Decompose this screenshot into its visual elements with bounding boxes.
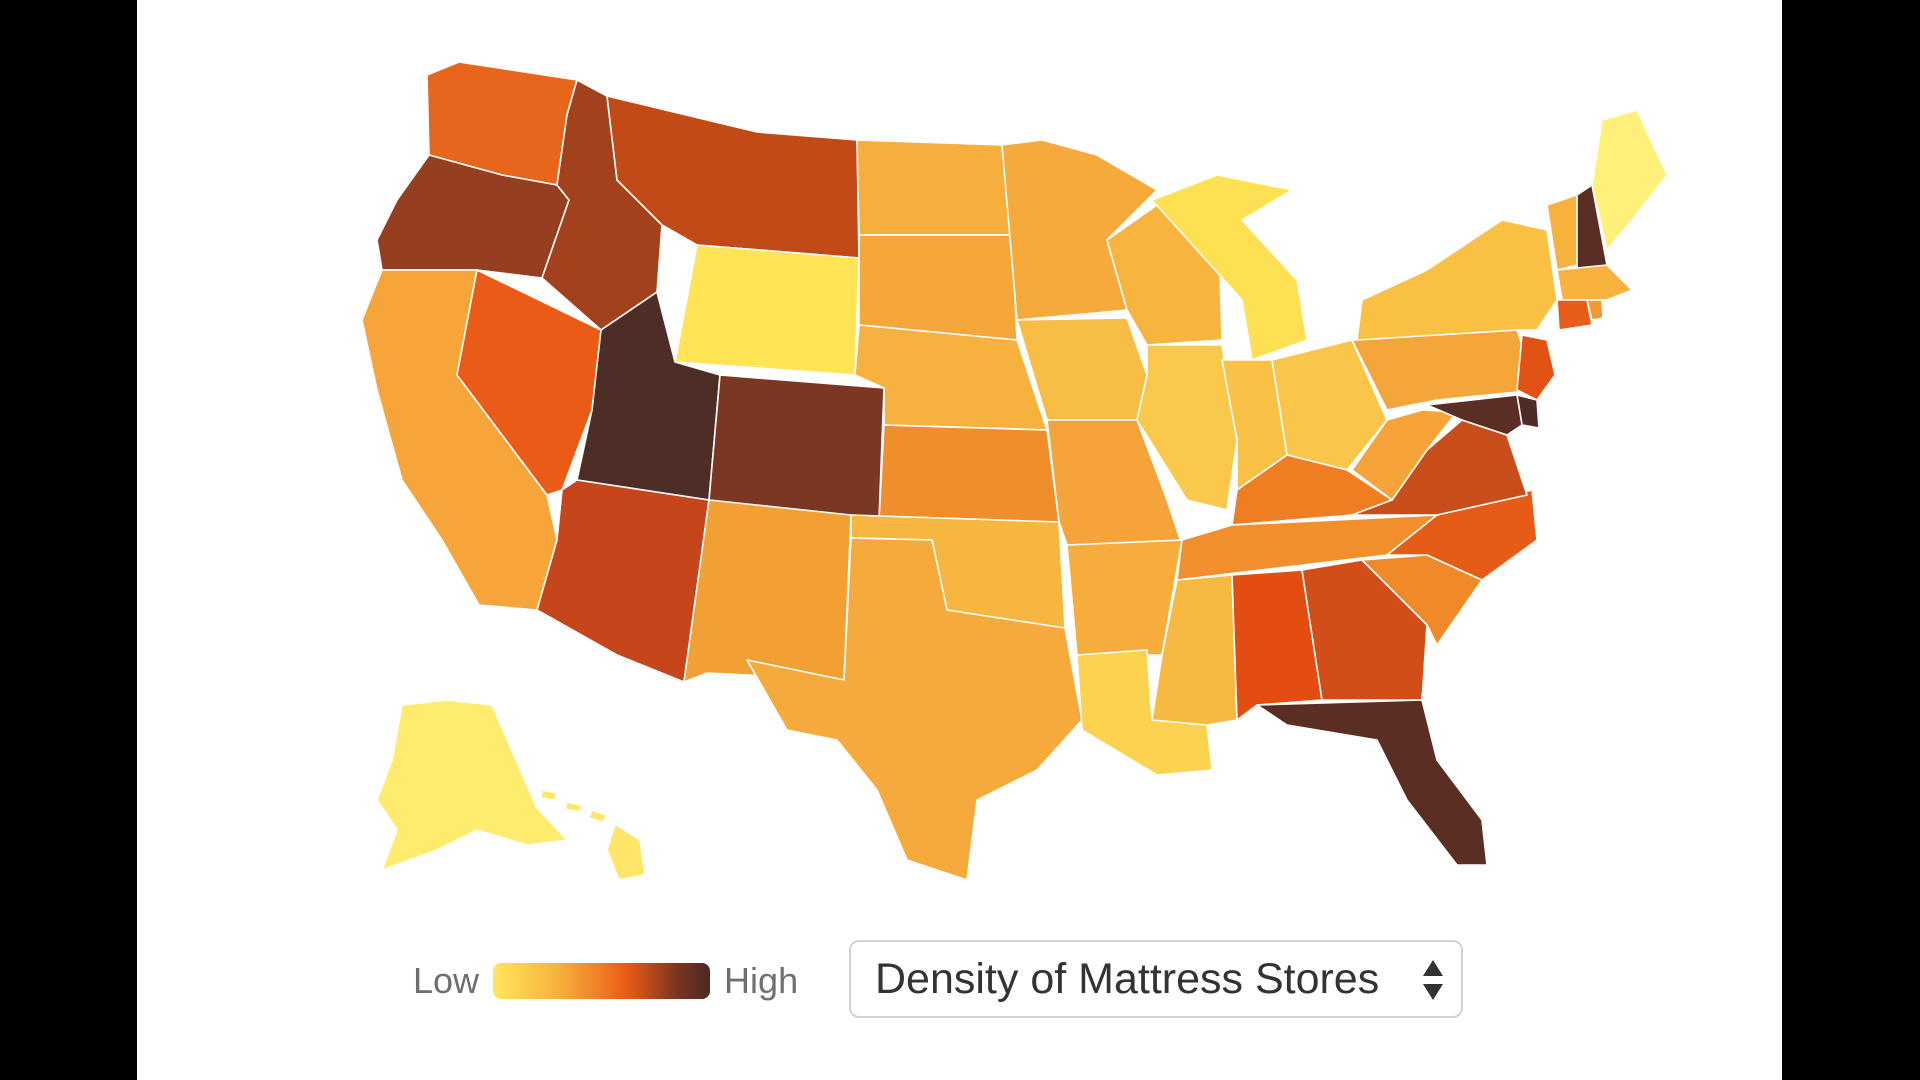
state-la[interactable]: [1076, 649, 1213, 776]
state-co[interactable]: [708, 374, 885, 521]
state-al[interactable]: [1231, 569, 1323, 721]
metric-select[interactable]: Density of Mattress Stores: [849, 940, 1463, 1018]
legend-low-label: Low: [413, 960, 480, 1001]
state-mn[interactable]: [1001, 139, 1158, 321]
state-nd[interactable]: [856, 139, 1013, 236]
state-ma[interactable]: [1556, 264, 1633, 301]
legend: Low High: [413, 958, 798, 1004]
state-ne[interactable]: [854, 324, 1048, 431]
state-or[interactable]: [376, 154, 570, 279]
state-hi[interactable]: [540, 789, 646, 881]
state-me[interactable]: [1591, 109, 1668, 251]
state-fl[interactable]: [1256, 699, 1488, 866]
legend-high-label: High: [724, 960, 799, 1001]
state-nj[interactable]: [1516, 334, 1556, 401]
select-updown-icon: [1423, 960, 1443, 1000]
state-ak[interactable]: [376, 699, 568, 871]
us-choropleth-map: [361, 61, 1668, 881]
state-tx[interactable]: [746, 537, 1083, 881]
state-wy[interactable]: [674, 244, 860, 376]
map-panel: Low High Density of Mattress Stores: [137, 0, 1782, 1080]
legend-color-scale: [493, 963, 711, 999]
state-ks[interactable]: [878, 424, 1060, 523]
metric-select-value: Density of Mattress Stores: [875, 954, 1380, 1003]
state-nm[interactable]: [683, 499, 852, 683]
state-sd[interactable]: [858, 234, 1018, 341]
state-az[interactable]: [536, 479, 710, 683]
state-ny[interactable]: [1356, 219, 1558, 341]
state-md[interactable]: [1426, 394, 1523, 436]
state-mi[interactable]: [1151, 174, 1308, 361]
state-ri[interactable]: [1586, 299, 1604, 321]
state-ga[interactable]: [1301, 559, 1428, 701]
state-ct[interactable]: [1556, 299, 1593, 331]
state-oh[interactable]: [1271, 339, 1388, 471]
state-sc[interactable]: [1361, 554, 1483, 646]
